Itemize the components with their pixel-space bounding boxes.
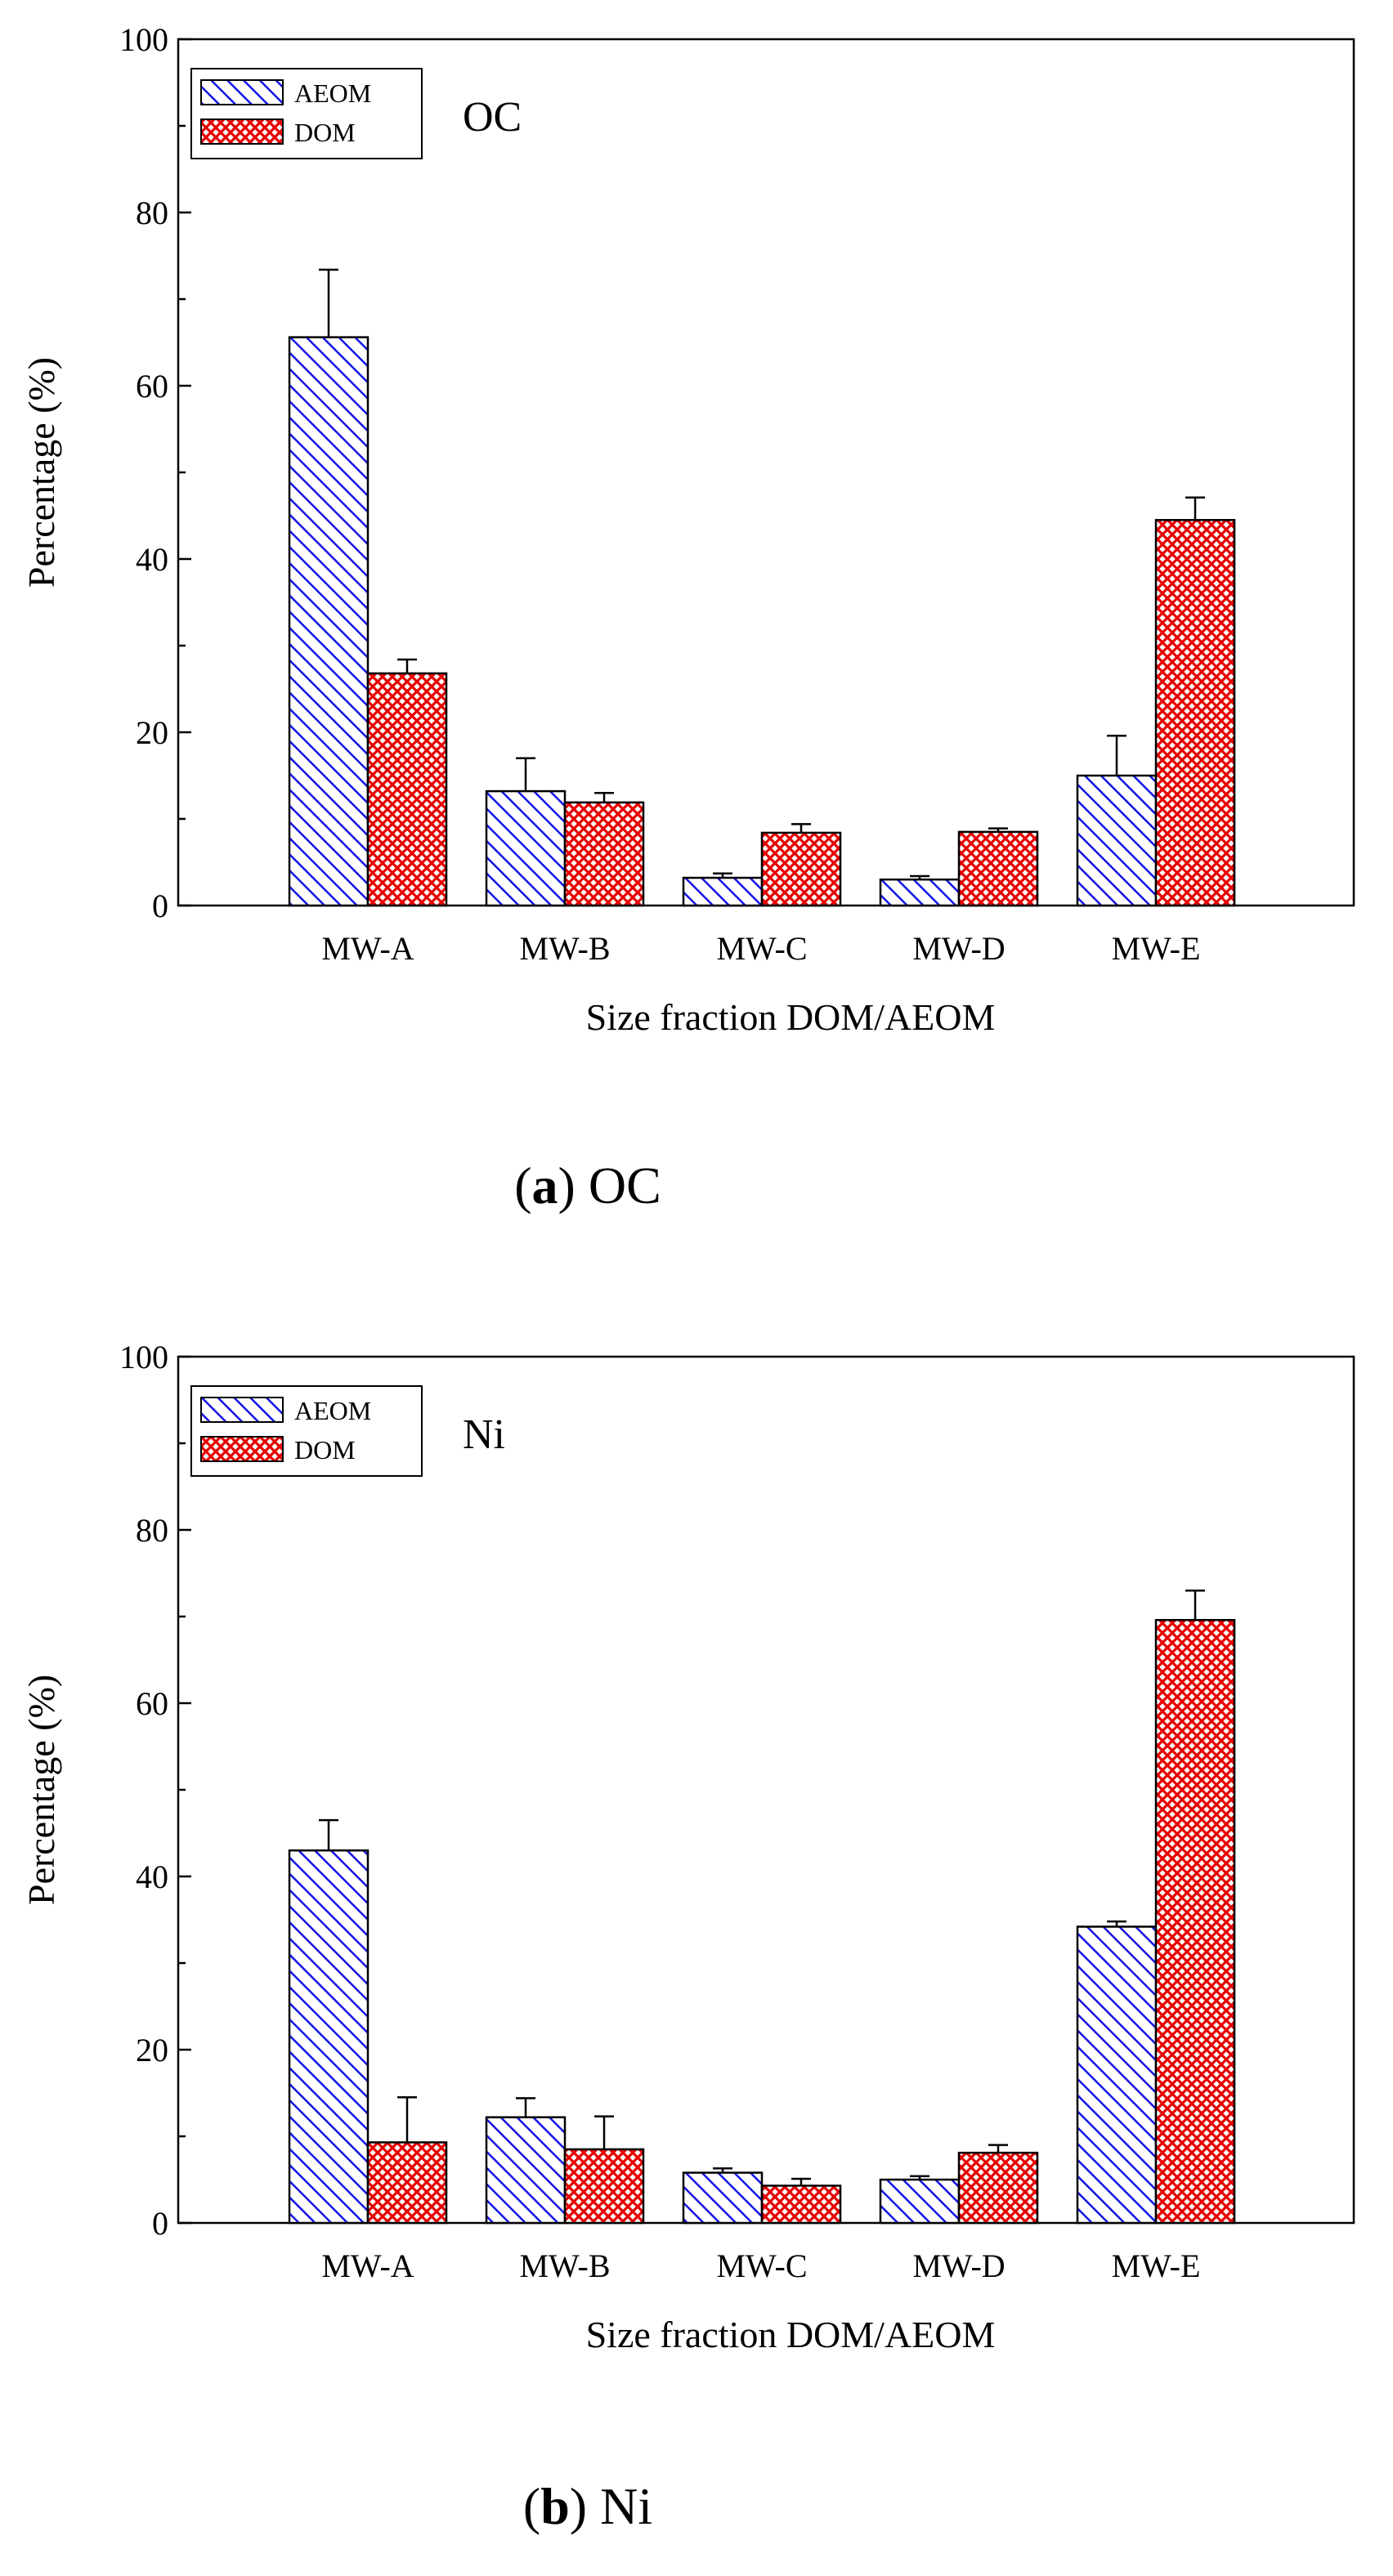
x-tick-label: MW-E xyxy=(1112,930,1201,967)
x-tick-label: MW-C xyxy=(716,2247,807,2284)
bar-dom-mw-b xyxy=(563,2148,645,2225)
bar-dom-mw-c xyxy=(760,2185,842,2225)
panel-caption: (a) OC xyxy=(514,1156,661,1214)
bar-aeom-mw-d xyxy=(879,878,961,907)
x-tick-label: MW-E xyxy=(1112,2247,1201,2284)
legend-label-dom: DOM xyxy=(294,118,356,147)
bar-aeom-mw-a xyxy=(288,1849,370,2225)
caption-text: Ni xyxy=(600,2477,652,2535)
y-tick-label: 0 xyxy=(152,2205,168,2242)
bar-dom-mw-a xyxy=(366,672,448,907)
y-tick-label: 100 xyxy=(119,1339,168,1375)
y-tick-label: 0 xyxy=(152,888,168,924)
y-tick-label: 20 xyxy=(136,2032,168,2068)
caption-letter: a xyxy=(532,1156,558,1214)
y-tick-label: 60 xyxy=(136,368,168,405)
bar-aeom-mw-a xyxy=(288,336,370,907)
x-tick-label: MW-A xyxy=(321,2247,414,2284)
panel-title: OC xyxy=(463,94,522,141)
bar-dom-mw-b xyxy=(563,801,645,907)
bar-aeom-mw-d xyxy=(879,2178,961,2225)
y-tick-label: 20 xyxy=(136,714,168,751)
x-tick-label: MW-C xyxy=(716,930,807,967)
panel-title: Ni xyxy=(463,1411,505,1458)
y-tick-label: 40 xyxy=(136,1858,168,1895)
y-tick-label: 80 xyxy=(136,1512,168,1549)
bar-aeom-mw-c xyxy=(682,876,764,907)
bar-aeom-mw-c xyxy=(682,2171,764,2225)
caption-letter: b xyxy=(540,2477,570,2535)
y-tick-label: 40 xyxy=(136,541,168,578)
caption-text: OC xyxy=(589,1156,661,1214)
bar-aeom-mw-e xyxy=(1076,774,1158,907)
y-axis-title: Percentage (%) xyxy=(20,1675,62,1905)
legend-swatch-aeom xyxy=(200,79,284,105)
x-tick-label: MW-B xyxy=(519,2247,610,2284)
legend-label-dom: DOM xyxy=(294,1435,356,1465)
caption-open-paren: ( xyxy=(514,1156,531,1214)
x-tick-label: MW-D xyxy=(912,930,1005,967)
caption-close-paren: ) xyxy=(570,2477,600,2535)
bar-aeom-mw-b xyxy=(485,2116,567,2225)
bar-dom-mw-e xyxy=(1154,519,1236,907)
panel-caption: (b) Ni xyxy=(523,2477,652,2535)
bar-dom-mw-d xyxy=(957,830,1039,907)
legend-swatch-aeom xyxy=(200,1397,284,1423)
x-axis-title: Size fraction DOM/AEOM xyxy=(586,2314,996,2355)
y-axis-title: Percentage (%) xyxy=(20,357,62,588)
bar-dom-mw-d xyxy=(957,2151,1039,2225)
x-tick-label: MW-A xyxy=(321,930,414,967)
x-axis-title: Size fraction DOM/AEOM xyxy=(586,996,996,1038)
caption-close-paren: ) xyxy=(558,1156,589,1214)
caption-open-paren: ( xyxy=(523,2477,540,2535)
chart-panel-a: 0 20 40 60 80 100 Percentage (%) MW-A MW-B MW-C MW… xyxy=(20,21,1355,1038)
legend-label-aeom: AEOM xyxy=(294,78,371,108)
x-tick-label: MW-B xyxy=(519,930,610,967)
legend-swatch-dom xyxy=(200,119,284,145)
y-tick-label: 80 xyxy=(136,195,168,231)
y-tick-label: 100 xyxy=(119,21,168,58)
bar-dom-mw-a xyxy=(366,2141,448,2225)
chart-panel-b: 0 20 40 60 80 100 Percentage (%) MW-A MW-B MW-C MW… xyxy=(20,1339,1355,2355)
bar-aeom-mw-e xyxy=(1076,1925,1158,2225)
bar-aeom-mw-b xyxy=(485,789,567,907)
legend-swatch-dom xyxy=(200,1436,284,1462)
y-tick-label: 60 xyxy=(136,1685,168,1722)
legend-label-aeom: AEOM xyxy=(294,1396,371,1425)
bar-dom-mw-c xyxy=(760,831,842,907)
bar-dom-mw-e xyxy=(1154,1618,1236,2225)
x-tick-label: MW-D xyxy=(912,2247,1005,2284)
